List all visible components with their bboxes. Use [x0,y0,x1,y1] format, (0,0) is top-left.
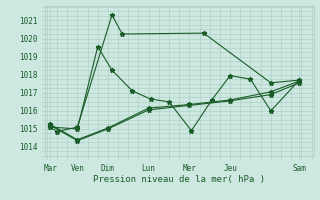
X-axis label: Pression niveau de la mer( hPa ): Pression niveau de la mer( hPa ) [93,175,265,184]
